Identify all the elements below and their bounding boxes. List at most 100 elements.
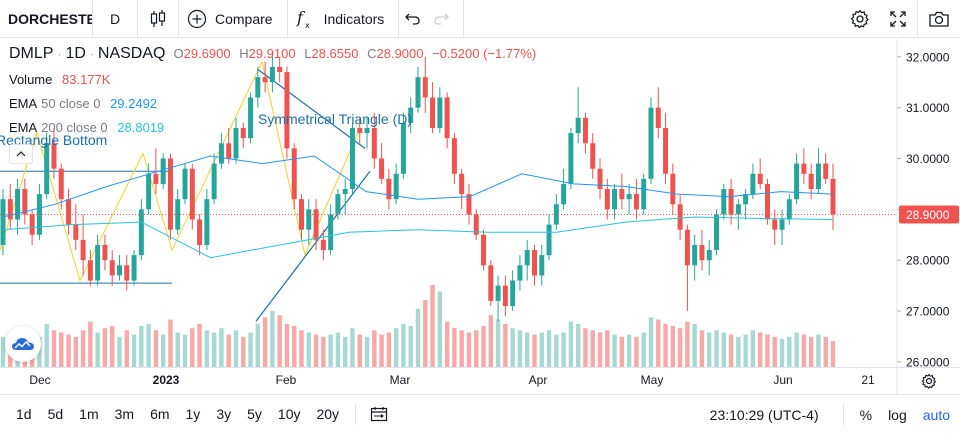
volume-bar [37, 336, 42, 367]
range-1d[interactable]: 1d [16, 406, 32, 422]
timezone-clock[interactable]: 23:10:29 (UTC-4) [709, 406, 819, 423]
volume-bar [801, 334, 807, 367]
volume-bar [619, 336, 625, 367]
range-3y[interactable]: 3y [216, 406, 232, 422]
close-key: C [367, 46, 377, 61]
interval-button[interactable]: D [93, 0, 137, 38]
undo-button[interactable] [399, 0, 427, 38]
snapshot-button[interactable] [918, 0, 960, 38]
triangle-upper-line [257, 69, 366, 149]
chart-type-button[interactable] [138, 0, 178, 38]
symbol-search-button[interactable]: DORCHESTER [0, 0, 92, 38]
fullscreen-button[interactable] [879, 0, 917, 38]
indicators-button[interactable]: f x Indicators [288, 0, 399, 38]
volume-bar [153, 330, 159, 367]
indicators-label: Indicators [323, 10, 385, 27]
candle-body [539, 255, 545, 276]
chart-pane[interactable]: Symmetrical Triangle (D) Rectangle Bottom… [0, 39, 960, 394]
axis-settings-gear-icon[interactable] [921, 373, 936, 389]
candle-body [815, 163, 821, 190]
candle-body [714, 214, 720, 251]
volume-bar [626, 334, 632, 367]
log-scale-toggle[interactable]: log [888, 406, 907, 423]
candle-body [546, 224, 552, 256]
volume-bar [110, 326, 115, 367]
legend-collapse-button[interactable] [9, 144, 33, 164]
legend-ema200[interactable]: EMA 200 close 0 28.8019 [9, 120, 164, 135]
candle-body [371, 127, 377, 159]
range-6m[interactable]: 6m [150, 406, 170, 422]
candle-body [364, 127, 370, 134]
volume-bar [379, 334, 384, 367]
range-5y[interactable]: 5y [247, 406, 262, 422]
volume-bar [117, 336, 122, 367]
volume-bar [612, 334, 617, 367]
legend-symbol[interactable]: DMLP [9, 45, 54, 62]
range-5d[interactable]: 5d [47, 406, 64, 422]
candle-body [299, 199, 305, 230]
tradingview-logo-button[interactable] [5, 326, 41, 362]
triangle-label: Symmetrical Triangle (D) [258, 111, 412, 127]
candle-body [328, 214, 334, 251]
volume-bar [146, 323, 151, 367]
range-3m[interactable]: 3m [114, 406, 135, 422]
volume-bar [510, 328, 515, 367]
candle-body [481, 234, 487, 266]
volume-bar [561, 332, 566, 367]
volume-bar [270, 310, 275, 367]
volume-bar [182, 334, 188, 367]
legend-volume[interactable]: Volume 83.177K [9, 72, 110, 87]
volume-bar [525, 332, 530, 367]
candle-body [764, 183, 770, 220]
range-20y[interactable]: 20y [316, 406, 340, 422]
range-1m[interactable]: 1m [79, 406, 99, 422]
price-tick-label: 32.0000 [906, 50, 950, 64]
volume-bar [728, 334, 734, 367]
candle-body [823, 163, 829, 179]
volume-bar [248, 332, 253, 367]
volume-bar [44, 323, 49, 367]
volume-bar [539, 332, 544, 367]
volume-bar [517, 330, 523, 367]
settings-button[interactable] [841, 0, 879, 38]
candle-body [619, 189, 625, 200]
last-price-label: 28.9000 [906, 208, 950, 222]
camera-icon [929, 11, 949, 27]
range-1y[interactable]: 1y [185, 406, 201, 422]
volume-bar [757, 332, 763, 367]
volume-bar [124, 330, 129, 367]
volume-bar [663, 323, 668, 367]
candle-body [575, 117, 581, 134]
candle-body [692, 244, 698, 266]
volume-bar [415, 308, 421, 367]
legend-ema50[interactable]: EMA 50 close 0 29.2492 [9, 96, 157, 111]
candle-body [320, 239, 326, 251]
candle-body [386, 178, 392, 200]
candle-body [233, 127, 239, 159]
symbol-label: DORCHESTER [8, 10, 92, 27]
volume-bar [73, 336, 79, 367]
range-10y[interactable]: 10y [277, 406, 301, 422]
go-to-date-button[interactable] [364, 406, 394, 422]
price-tick-label: 28.0000 [906, 254, 950, 268]
auto-scale-toggle[interactable]: auto [922, 406, 950, 423]
candle-body [524, 250, 530, 266]
redo-button[interactable] [427, 0, 455, 38]
volume-bar [736, 336, 741, 367]
candle-body [153, 173, 159, 184]
price-chart[interactable]: Symmetrical Triangle (D)Rectangle Bottom… [0, 39, 960, 394]
volume-bar [794, 332, 799, 367]
open-key: O [173, 46, 184, 61]
undo-icon [405, 13, 420, 25]
svg-text:x: x [305, 21, 310, 30]
candle-body [109, 260, 115, 276]
toolbar-divider [917, 0, 918, 38]
candle-body [750, 173, 756, 195]
volume-bar [393, 328, 399, 367]
volume-bar [233, 330, 239, 367]
volume-bar [423, 300, 428, 367]
compare-button[interactable]: Compare [179, 0, 287, 38]
candle-body [277, 66, 283, 73]
percent-scale-toggle[interactable]: % [859, 406, 873, 423]
volume-bar [503, 323, 508, 367]
